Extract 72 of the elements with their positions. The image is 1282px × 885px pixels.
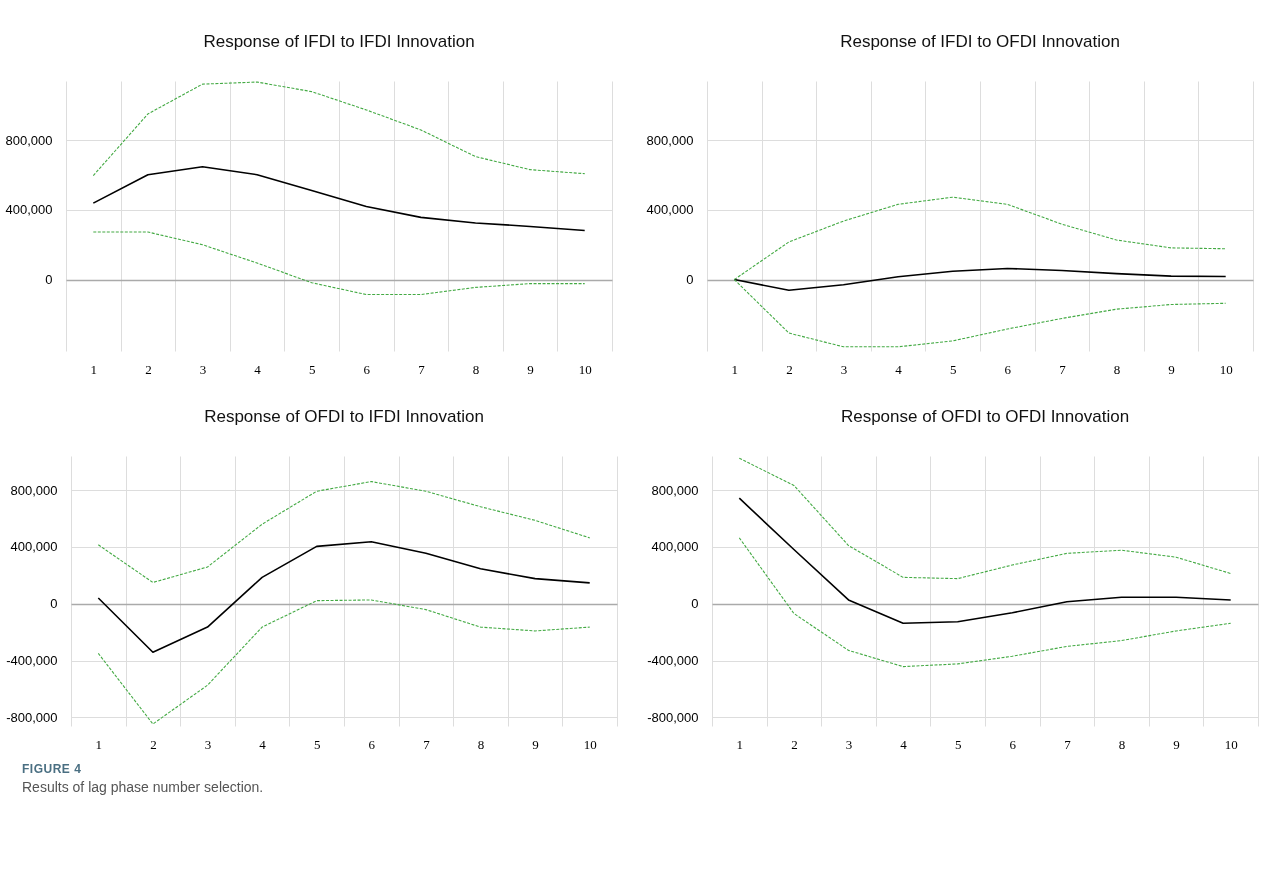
chart-title: Response of OFDI to OFDI Innovation bbox=[840, 407, 1130, 426]
x-tick-label: 4 bbox=[895, 361, 903, 377]
y-tick-label: 400,000 bbox=[651, 539, 699, 555]
text: Results of lag phase number selection. bbox=[22, 779, 265, 795]
x-tick-label: 1 bbox=[90, 361, 98, 377]
x-tick-label: 8 bbox=[1113, 361, 1121, 377]
x-tick-label: 5 bbox=[954, 736, 962, 752]
y-tick-label: 400,000 bbox=[10, 539, 58, 555]
x-tick-label: 1 bbox=[731, 361, 739, 377]
x-tick-label: 3 bbox=[204, 736, 212, 752]
x-tick-label: 5 bbox=[949, 361, 957, 377]
x-tick-label: 3 bbox=[199, 361, 207, 377]
y-tick-label: 0 bbox=[45, 272, 53, 288]
x-tick-label: 2 bbox=[145, 361, 152, 377]
line-series bbox=[97, 599, 591, 725]
caption: FIGURE 4 bbox=[22, 762, 83, 776]
x-tick-label: 6 bbox=[1004, 361, 1012, 377]
x-tick-label: 7 bbox=[418, 361, 426, 377]
x-tick-label: 2 bbox=[150, 736, 157, 752]
x-tick-label: 7 bbox=[1059, 361, 1067, 377]
chart-title: Response of OFDI to IFDI Innovation bbox=[204, 407, 484, 426]
x-tick-label: 9 bbox=[532, 736, 539, 752]
line-series bbox=[97, 481, 591, 584]
x-tick-label: 2 bbox=[791, 736, 798, 752]
y-tick-label: -800,000 bbox=[647, 709, 699, 725]
line-series bbox=[738, 457, 1232, 580]
line-series bbox=[92, 165, 586, 232]
x-tick-label: 4 bbox=[900, 736, 908, 752]
x-tick-label: 3 bbox=[840, 361, 848, 377]
line-series bbox=[738, 537, 1232, 668]
line-series bbox=[92, 231, 586, 296]
x-tick-label: 4 bbox=[254, 361, 262, 377]
y-tick-label: -400,000 bbox=[647, 653, 699, 669]
chart-title: Response of IFDI to IFDI Innovation bbox=[203, 32, 475, 51]
x-tick-label: 6 bbox=[1009, 736, 1017, 752]
y-tick-label: 0 bbox=[691, 596, 699, 612]
x-tick-label: 5 bbox=[313, 736, 321, 752]
x-tick-label: 2 bbox=[786, 361, 793, 377]
x-tick-label: 1 bbox=[736, 736, 744, 752]
x-tick-label: 5 bbox=[308, 361, 316, 377]
x-tick-label: 8 bbox=[1118, 736, 1126, 752]
x-tick-label: 9 bbox=[1168, 361, 1175, 377]
x-tick-label: 8 bbox=[472, 361, 480, 377]
y-tick-label: 800,000 bbox=[10, 482, 58, 498]
x-tick-label: 10 bbox=[1219, 361, 1233, 377]
y-tick-label: -800,000 bbox=[6, 709, 58, 725]
y-tick-label: 0 bbox=[50, 596, 58, 612]
x-tick-label: 6 bbox=[368, 736, 376, 752]
y-tick-label: -400,000 bbox=[6, 653, 58, 669]
y-tick-label: 400,000 bbox=[646, 202, 694, 218]
x-tick-label: 8 bbox=[477, 736, 485, 752]
y-tick-label: 800,000 bbox=[5, 132, 53, 148]
x-tick-label: 7 bbox=[1064, 736, 1072, 752]
line-series bbox=[733, 267, 1227, 292]
x-tick-label: 1 bbox=[95, 736, 103, 752]
x-tick-label: 10 bbox=[1224, 736, 1238, 752]
x-tick-label: 3 bbox=[845, 736, 853, 752]
x-tick-label: 6 bbox=[363, 361, 371, 377]
x-tick-label: 10 bbox=[583, 736, 597, 752]
x-tick-label: 4 bbox=[259, 736, 267, 752]
x-tick-label: 9 bbox=[1173, 736, 1180, 752]
x-tick-label: 10 bbox=[578, 361, 592, 377]
line-series bbox=[92, 81, 586, 177]
y-tick-label: 400,000 bbox=[5, 202, 53, 218]
chart-title: Response of IFDI to OFDI Innovation bbox=[840, 32, 1120, 51]
line-series bbox=[738, 497, 1232, 625]
line-series bbox=[97, 540, 591, 654]
x-tick-label: 7 bbox=[423, 736, 431, 752]
y-tick-label: 800,000 bbox=[646, 132, 694, 148]
y-tick-label: 0 bbox=[686, 272, 694, 288]
y-tick-label: 800,000 bbox=[651, 482, 699, 498]
x-tick-label: 9 bbox=[527, 361, 534, 377]
